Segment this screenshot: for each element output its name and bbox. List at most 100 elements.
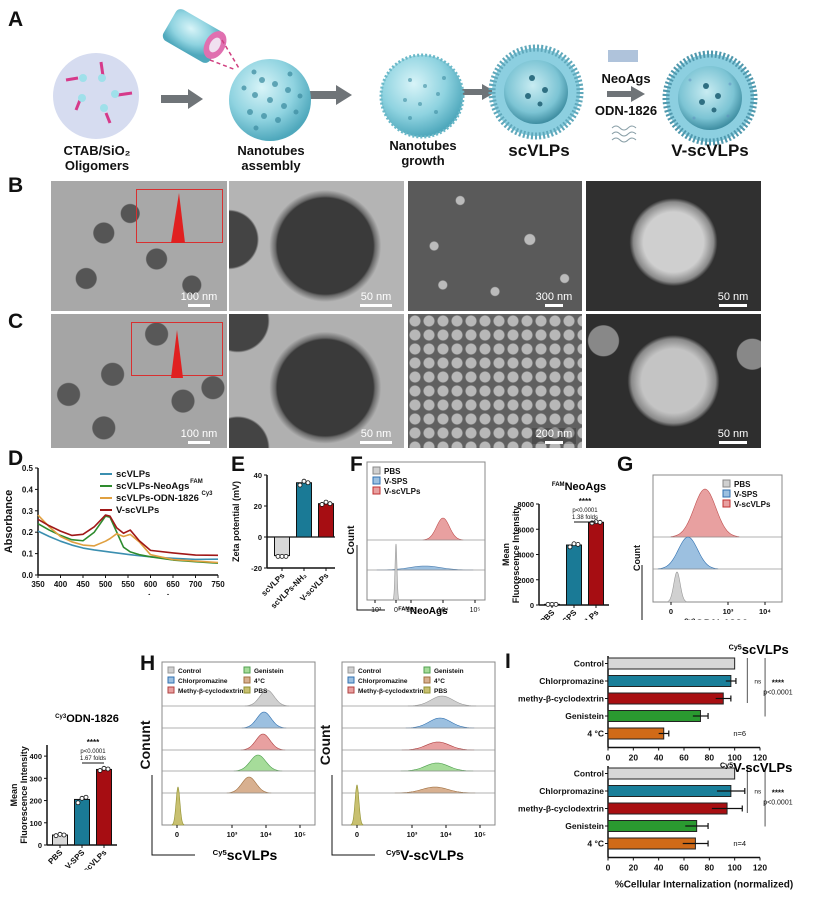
sem-image-scvlps-high-mag: 50 nm: [586, 181, 761, 311]
svg-text:Chlorpromazine: Chlorpromazine: [178, 678, 228, 685]
svg-text:Methy-β-cyclodextrin: Methy-β-cyclodextrin: [178, 688, 243, 695]
svg-text:methy-β-cyclodextrin: methy-β-cyclodextrin: [518, 694, 604, 704]
svg-text:Cy5scVLPs: Cy5scVLPs: [213, 847, 278, 863]
svg-text:0: 0: [258, 533, 262, 542]
svg-text:Control: Control: [358, 668, 381, 675]
svg-text:Conunt: Conunt: [140, 720, 153, 769]
tem-image-v-scvlps-low-mag: 100 nm: [51, 314, 227, 448]
svg-text:4°C: 4°C: [254, 677, 265, 685]
panel-label-f: F: [350, 453, 363, 476]
svg-text:Absorbance: Absorbance: [3, 490, 15, 554]
svg-text:****: ****: [772, 679, 785, 688]
svg-text:750: 750: [211, 580, 225, 589]
svg-text:10³: 10³: [227, 830, 238, 839]
svg-text:4 °C: 4 °C: [587, 839, 604, 849]
svg-text:Genistein: Genistein: [434, 668, 464, 675]
scale-bar: 50 nm: [354, 428, 398, 444]
svg-text:****: ****: [772, 789, 785, 798]
scvlps-uptake-histogram: 0 10³ 10⁴ 10⁵ Control Chlorpromazine Methy-β-c…: [140, 661, 316, 863]
scale-bar: 100 nm: [177, 291, 221, 307]
nanotubes-assembly-sphere-icon: [229, 59, 311, 141]
nanotubes-growth-sphere-icon: [379, 53, 465, 139]
svg-text:-20: -20: [251, 564, 262, 573]
svg-text:10⁵: 10⁵: [470, 607, 481, 614]
svg-text:20: 20: [629, 863, 639, 873]
svg-text:10⁴: 10⁴: [759, 607, 771, 616]
sem-image-scvlps-low-mag: 300 nm: [408, 181, 582, 311]
panel-a-schematic: [53, 9, 758, 146]
panel-label-g: G: [617, 453, 634, 476]
svg-text:PBS: PBS: [254, 688, 268, 695]
svg-text:Mean: Mean: [9, 783, 19, 806]
panel-label-b: B: [8, 174, 24, 197]
svg-text:Genistein: Genistein: [565, 821, 604, 831]
svg-text:n=6: n=6: [733, 729, 746, 738]
svg-text:PBS: PBS: [46, 848, 64, 866]
svg-text:0: 0: [394, 607, 398, 614]
scale-bar: 100 nm: [177, 428, 221, 444]
neoags-flow-histogram: -10³ 0 10³ 10⁴ 10⁵PBSV-SPSV-scVLPsCountFAMNe…: [346, 461, 486, 617]
svg-text:0.1: 0.1: [22, 550, 34, 559]
svg-text:Cy3: Cy3: [202, 491, 214, 497]
svg-text:Cy5V-scVLPs: Cy5V-scVLPs: [720, 760, 792, 775]
svg-text:scVLPs-ODN-1826: scVLPs-ODN-1826: [116, 493, 199, 504]
svg-text:0: 0: [606, 753, 611, 763]
svg-text:n=4: n=4: [733, 839, 746, 848]
svg-text:V-SPS: V-SPS: [384, 477, 408, 486]
svg-text:10⁴: 10⁴: [438, 607, 449, 614]
scale-bar: 50 nm: [354, 291, 398, 307]
svg-text:Wavelength（nm）: Wavelength（nm）: [78, 593, 178, 595]
svg-text:120: 120: [753, 753, 767, 763]
svg-text:300: 300: [29, 774, 42, 783]
scale-bar: 200 nm: [532, 428, 576, 444]
svg-text:PBS: PBS: [434, 688, 448, 695]
panel-label-a: A: [8, 8, 24, 31]
svg-text:p<0.0001: p<0.0001: [763, 800, 792, 807]
svg-text:0: 0: [530, 601, 534, 610]
svg-text:Chlorpromazine: Chlorpromazine: [358, 678, 408, 685]
svg-text:120: 120: [753, 863, 767, 873]
svg-text:Mean: Mean: [501, 543, 511, 566]
svg-text:550: 550: [121, 580, 135, 589]
svg-text:4 °C: 4 °C: [587, 729, 604, 739]
arrow-icon: [161, 84, 645, 109]
svg-text:FAMNeoAgs: FAMNeoAgs: [552, 481, 606, 493]
svg-text:Cy5V-scVLPs: Cy5V-scVLPs: [386, 847, 464, 863]
svg-text:20: 20: [254, 502, 262, 511]
svg-text:Chlorpromazine: Chlorpromazine: [539, 786, 604, 796]
svg-text:700: 700: [189, 580, 203, 589]
panel-label-c: C: [8, 310, 24, 333]
svg-text:100: 100: [728, 863, 742, 873]
tem-image-scvlps-low-mag: 100 nm: [51, 181, 227, 311]
svg-text:10⁵: 10⁵: [474, 830, 486, 839]
svg-text:40: 40: [654, 753, 664, 763]
panel-label-e: E: [231, 453, 246, 476]
svg-text:V-SPS: V-SPS: [555, 608, 578, 620]
sem-image-v-scvlps-high-mag: 50 nm: [586, 314, 761, 448]
v-scvlps-uptake-histogram: 0 10³ 10⁴ 10⁵ Control Chlorpromazine Methy-β-c…: [320, 661, 496, 863]
svg-text:400: 400: [54, 580, 68, 589]
svg-text:****: ****: [87, 738, 100, 747]
svg-text:Cy3ODN-1826: Cy3ODN-1826: [684, 618, 748, 620]
svg-text:1.38 folds: 1.38 folds: [572, 515, 598, 521]
svg-text:400: 400: [29, 752, 42, 761]
svg-text:650: 650: [166, 580, 180, 589]
svg-text:200: 200: [29, 797, 42, 806]
svg-text:0: 0: [606, 863, 611, 873]
svg-text:FAMNeoAgs: FAMNeoAgs: [398, 606, 448, 617]
svg-text:450: 450: [76, 580, 90, 589]
svg-text:20: 20: [629, 753, 639, 763]
svg-text:Methy-β-cyclodextrin: Methy-β-cyclodextrin: [358, 688, 423, 695]
svg-text:scVLPs-NeoAgs: scVLPs-NeoAgs: [116, 481, 189, 492]
svg-text:V-SPS: V-SPS: [734, 490, 758, 499]
svg-text:40: 40: [654, 863, 664, 873]
svg-text:0: 0: [669, 607, 673, 616]
svg-text:0: 0: [175, 830, 179, 839]
panel-label-h: H: [140, 652, 156, 675]
svg-text:Chlorpromazine: Chlorpromazine: [539, 676, 604, 686]
step-label-scvlps: scVLPs: [508, 141, 570, 160]
scvlps-sphere-icon: [488, 44, 584, 140]
svg-text:10³: 10³: [723, 607, 734, 616]
